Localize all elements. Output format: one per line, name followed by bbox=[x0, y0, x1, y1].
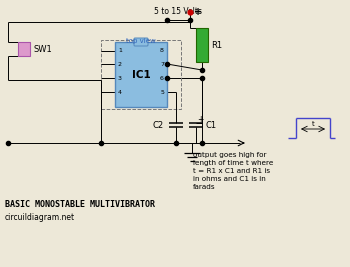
Text: t: t bbox=[312, 121, 314, 127]
Text: 7: 7 bbox=[160, 61, 164, 66]
Text: C2: C2 bbox=[153, 120, 164, 129]
Text: SW1: SW1 bbox=[33, 45, 52, 53]
Text: circuildiagram.net: circuildiagram.net bbox=[5, 213, 75, 222]
Text: 5 to 15 Volts: 5 to 15 Volts bbox=[154, 7, 202, 16]
Text: IC1: IC1 bbox=[132, 69, 150, 80]
Text: R1: R1 bbox=[211, 41, 222, 49]
Text: C1: C1 bbox=[206, 120, 217, 129]
Text: 5: 5 bbox=[160, 89, 164, 95]
Text: +: + bbox=[194, 7, 202, 17]
Text: 3: 3 bbox=[118, 76, 122, 80]
Text: 2: 2 bbox=[118, 61, 122, 66]
Text: 1: 1 bbox=[118, 49, 122, 53]
FancyBboxPatch shape bbox=[134, 38, 148, 46]
Text: BASIC MONOSTABLE MULTIVIBRATOR: BASIC MONOSTABLE MULTIVIBRATOR bbox=[5, 200, 155, 209]
Text: 8: 8 bbox=[160, 49, 164, 53]
Text: 4: 4 bbox=[118, 89, 122, 95]
Text: +: + bbox=[197, 115, 203, 124]
Bar bbox=[101, 40, 181, 109]
Bar bbox=[18, 42, 30, 56]
Text: 6: 6 bbox=[160, 76, 164, 80]
Bar bbox=[115, 42, 167, 107]
Bar bbox=[196, 28, 208, 62]
Text: output goes high for
length of time t where
t = R1 x C1 and R1 is
in ohms and C1: output goes high for length of time t wh… bbox=[193, 152, 273, 190]
Text: top view: top view bbox=[126, 38, 156, 44]
